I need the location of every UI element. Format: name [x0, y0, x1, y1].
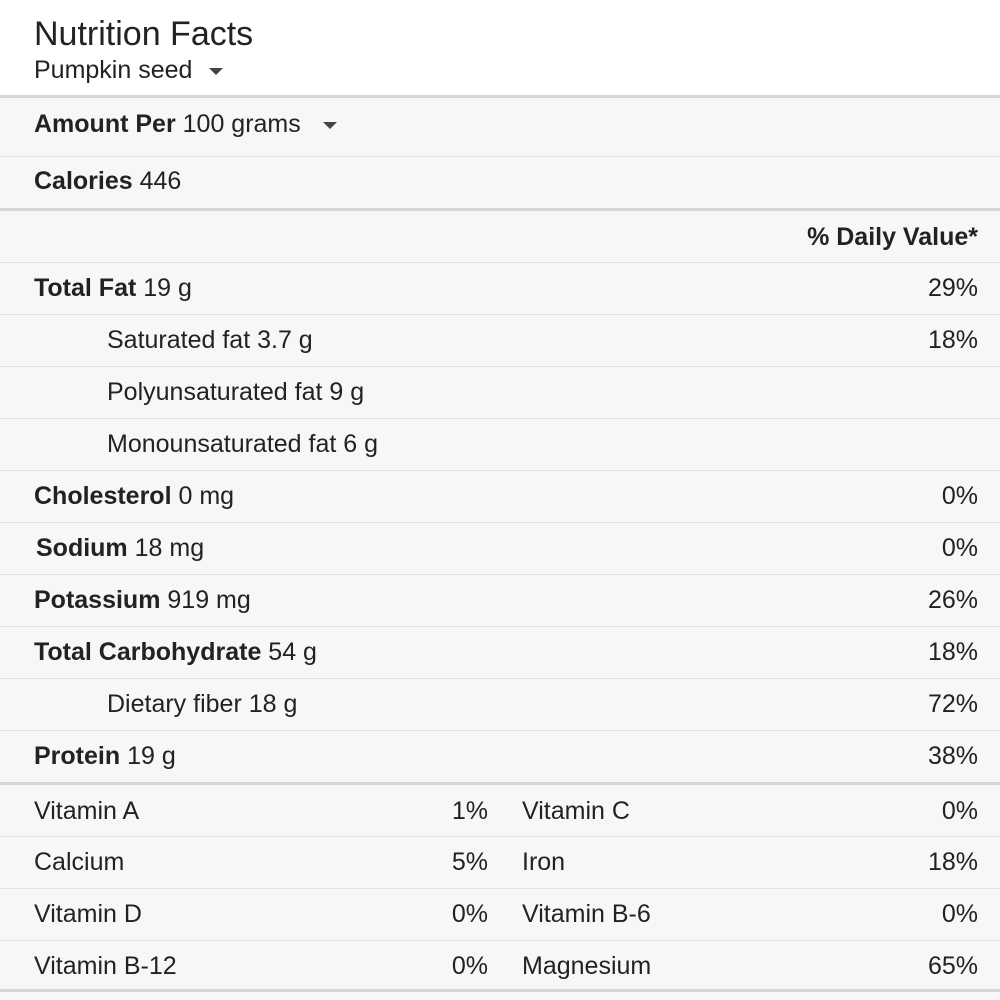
- nutrient-name: Protein: [34, 742, 121, 770]
- amount-label: Amount Per: [34, 110, 176, 138]
- nutrient-row: Protein 19 g 38%: [0, 730, 1000, 782]
- vitamin-row: Vitamin B-12 0% Magnesium 65%: [0, 940, 1000, 992]
- vitamin-row: Vitamin D 0% Vitamin B-6 0%: [0, 888, 1000, 940]
- nutrient-name: Saturated fat: [107, 326, 251, 354]
- page-title: Nutrition Facts: [34, 15, 254, 53]
- header: Nutrition Facts Pumpkin seed: [0, 0, 1000, 95]
- calories-row: Calories 446: [0, 156, 1000, 208]
- nutrient-amount: 19 g: [127, 742, 176, 770]
- nutrient-name: Potassium: [34, 586, 161, 614]
- vitamin-daily-value: 0%: [451, 952, 488, 980]
- vitamin-name: Vitamin A: [34, 797, 140, 825]
- vitamin-name: Magnesium: [522, 952, 652, 980]
- nutrient-daily-value: 0%: [941, 482, 978, 510]
- nutrient-row: Monounsaturated fat 6 g: [0, 418, 1000, 470]
- calories-value: 446: [139, 167, 182, 195]
- nutrient-row: Saturated fat 3.7 g 18%: [0, 314, 1000, 366]
- nutrient-daily-value: 18%: [927, 326, 978, 354]
- nutrient-daily-value: 18%: [927, 638, 978, 666]
- nutrient-amount: 18 g: [248, 690, 298, 718]
- nutrient-row: Dietary fiber 18 g 72%: [0, 678, 1000, 730]
- nutrient-amount: 9 g: [329, 378, 365, 406]
- chevron-down-icon: [322, 121, 337, 129]
- vitamin-name: Vitamin B-6: [522, 900, 651, 928]
- nutrient-daily-value: 29%: [927, 274, 978, 302]
- nutrient-row: Polyunsaturated fat 9 g: [0, 366, 1000, 418]
- vitamin-name: Vitamin D: [34, 900, 142, 928]
- nutrient-daily-value: 0%: [941, 534, 978, 562]
- vitamin-name: Calcium: [34, 848, 125, 876]
- nutrient-name: Cholesterol: [34, 482, 172, 510]
- vitamin-daily-value: 18%: [927, 848, 978, 876]
- food-dropdown-label: Pumpkin seed: [34, 56, 193, 84]
- nutrient-name: Total Fat: [34, 274, 137, 302]
- daily-value-header-row: % Daily Value*: [0, 208, 1000, 262]
- food-dropdown[interactable]: Pumpkin seed: [34, 56, 224, 84]
- nutrient-row: Sodium 18 mg 0%: [0, 522, 1000, 574]
- daily-value-header: % Daily Value*: [807, 223, 978, 251]
- vitamin-name: Iron: [522, 848, 566, 876]
- nutrient-row: Total Fat 19 g 29%: [0, 262, 1000, 314]
- nutrient-row: Total Carbohydrate 54 g 18%: [0, 626, 1000, 678]
- vitamin-daily-value: 1%: [451, 797, 488, 825]
- nutrient-row: Potassium 919 mg 26%: [0, 574, 1000, 626]
- nutrient-amount: 19 g: [143, 274, 192, 302]
- vitamin-row: Calcium 5% Iron 18%: [0, 836, 1000, 888]
- vitamin-daily-value: 0%: [451, 900, 488, 928]
- nutrient-name: Polyunsaturated fat: [107, 378, 323, 406]
- amount-row: Amount Per 100 grams: [0, 95, 1000, 156]
- nutrient-amount: 919 mg: [167, 586, 251, 614]
- nutrient-daily-value: 38%: [927, 742, 978, 770]
- nutrient-daily-value: 72%: [927, 690, 978, 718]
- vitamin-daily-value: 0%: [941, 900, 978, 928]
- vitamin-name: Vitamin B-12: [34, 952, 177, 980]
- nutrient-name: Total Carbohydrate: [34, 638, 262, 666]
- serving-size-value: 100 grams: [182, 110, 301, 138]
- vitamin-row: Vitamin A 1% Vitamin C 0%: [0, 782, 1000, 836]
- nutrient-row: Cholesterol 0 mg 0%: [0, 470, 1000, 522]
- nutrient-name: Dietary fiber: [107, 690, 242, 718]
- nutrient-name: Monounsaturated fat: [107, 430, 337, 458]
- nutrient-name: Sodium: [36, 534, 128, 562]
- nutrient-amount: 6 g: [343, 430, 379, 458]
- vitamin-name: Vitamin C: [522, 797, 630, 825]
- nutrient-amount: 54 g: [268, 638, 317, 666]
- vitamin-daily-value: 65%: [927, 952, 978, 980]
- calories-label: Calories: [34, 167, 133, 195]
- serving-size-dropdown[interactable]: Amount Per 100 grams: [34, 109, 337, 139]
- nutrient-daily-value: 26%: [927, 586, 978, 614]
- nutrient-amount: 3.7 g: [257, 326, 313, 354]
- vitamin-daily-value: 5%: [451, 848, 488, 876]
- chevron-down-icon: [209, 67, 224, 75]
- vitamin-daily-value: 0%: [941, 797, 978, 825]
- nutrient-amount: 0 mg: [178, 482, 235, 510]
- nutrient-amount: 18 mg: [134, 534, 205, 562]
